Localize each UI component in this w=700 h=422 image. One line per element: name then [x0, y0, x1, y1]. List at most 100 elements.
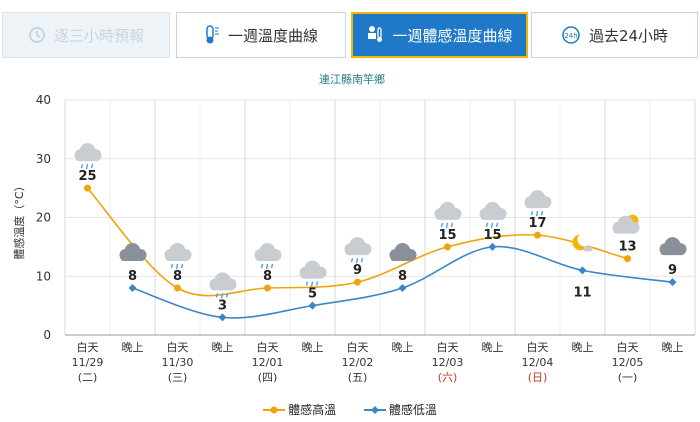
data-point-high — [354, 278, 361, 286]
x-tick-date: 12/04 — [522, 356, 554, 369]
chart-title: 連江縣南竿鄉 — [319, 72, 385, 86]
cloud-rain-icon — [74, 143, 102, 170]
legend-item-low[interactable]: 體感低溫 — [363, 401, 437, 418]
x-tick-period: 晚上 — [212, 341, 234, 354]
data-point-low — [308, 301, 317, 310]
cloud-rain-icon — [209, 272, 237, 299]
x-tick-period: 白天 — [257, 340, 279, 354]
cloud-rain-icon — [344, 237, 372, 264]
data-point-low — [578, 266, 587, 275]
data-point-high — [534, 231, 541, 239]
x-tick-period: 晚上 — [662, 341, 684, 354]
x-tick-period: 白天 — [437, 340, 459, 354]
x-tick-period: 晚上 — [302, 341, 324, 354]
x-tick-weekday: (五) — [348, 371, 368, 384]
x-tick-date: 12/02 — [342, 356, 374, 369]
cloud-rain-icon — [524, 190, 552, 217]
moon-cloud-icon — [572, 232, 593, 252]
feels-like-temperature-chart: 連江縣南竿鄉 體感溫度（°C） 0 10 20 30 40 25 8 8 3 8 5 9 8 15 15 1… — [12, 72, 696, 384]
x-tick-weekday: (一) — [618, 371, 638, 384]
tab-bar: 逐三小時預報 一週溫度曲線 一週體感溫度曲線 24h 過去24小時 — [0, 0, 700, 70]
x-tick-date: 12/01 — [252, 356, 284, 369]
y-tick-label: 40 — [36, 93, 51, 107]
data-label: 11 — [573, 285, 591, 300]
x-tick-weekday: (三) — [168, 371, 188, 384]
legend-item-high[interactable]: 體感高溫 — [263, 401, 336, 418]
x-tick-period: 晚上 — [392, 341, 414, 354]
data-labels: 25 8 8 3 8 5 9 8 15 15 17 11 13 9 — [78, 169, 677, 313]
x-tick-period: 白天 — [617, 340, 639, 354]
data-label: 8 — [128, 269, 137, 284]
cloud-icon — [389, 243, 417, 261]
cloud-icon — [119, 243, 147, 261]
y-axis-label: 體感溫度（°C） — [12, 180, 26, 259]
chart-legend: 體感高溫 體感低溫 — [0, 401, 700, 418]
x-tick-date: 11/30 — [162, 356, 194, 369]
legend-low-marker — [363, 405, 386, 414]
y-tick-label: 10 — [36, 269, 51, 283]
cloud-rain-icon — [254, 243, 282, 270]
chart-grid — [64, 99, 696, 336]
sun-cloud-icon — [612, 214, 640, 234]
data-point-low — [488, 242, 497, 251]
tab-label: 逐三小時預報 — [53, 26, 144, 45]
data-label: 8 — [398, 269, 407, 284]
feels-like-icon — [366, 25, 384, 45]
tab-label: 過去24小時 — [588, 26, 669, 45]
x-tick-date: 12/05 — [612, 356, 644, 369]
chart-points — [84, 184, 677, 322]
x-tick-date: 11/29 — [72, 356, 104, 369]
data-label: 15 — [438, 228, 456, 243]
data-point-low — [128, 284, 137, 292]
data-label: 9 — [353, 263, 362, 278]
x-axis-ticks: 白天 11/29 (二) 晚上 白天 11/30 (三) 晚上 白天 12/01 (四) 晚上 白天 12… — [72, 340, 684, 384]
data-point-low — [398, 284, 407, 292]
x-tick-weekday: (日) — [528, 371, 548, 384]
data-point-high — [174, 284, 181, 292]
data-label: 13 — [618, 240, 636, 255]
tab-weekly-feels-like[interactable]: 一週體感溫度曲線 — [351, 12, 528, 58]
data-label: 17 — [528, 216, 546, 231]
data-point-high — [84, 184, 91, 192]
tab-label: 一週溫度曲線 — [227, 26, 318, 45]
thermometer-icon — [204, 25, 220, 45]
y-tick-label: 0 — [43, 328, 51, 342]
data-point-high — [624, 255, 631, 263]
data-point-low — [668, 278, 677, 287]
weather-icons — [74, 143, 687, 299]
tab-weekly-temperature[interactable]: 一週溫度曲線 — [176, 12, 346, 58]
legend-high-marker — [263, 406, 286, 413]
data-point-high — [264, 284, 271, 292]
tab-3hour-forecast[interactable]: 逐三小時預報 — [2, 12, 170, 58]
data-label: 25 — [78, 169, 96, 184]
y-axis-ticks: 0 10 20 30 40 — [36, 93, 51, 342]
data-point-low — [218, 313, 227, 322]
cloud-rain-icon — [434, 201, 462, 229]
x-tick-period: 白天 — [77, 340, 99, 354]
x-tick-weekday: (二) — [78, 371, 98, 384]
tab-past-24h[interactable]: 24h 過去24小時 — [531, 12, 698, 58]
cloud-rain-icon — [299, 260, 327, 287]
x-tick-period: 白天 — [167, 340, 189, 354]
cloud-icon — [659, 237, 687, 256]
x-tick-date: 12/03 — [432, 356, 464, 369]
cloud-rain-icon — [164, 243, 192, 270]
data-label: 5 — [308, 287, 317, 302]
cloud-rain-icon — [479, 201, 507, 229]
svg-text:24h: 24h — [564, 32, 577, 40]
data-label: 9 — [668, 263, 677, 278]
x-tick-period: 晚上 — [122, 341, 144, 354]
x-tick-period: 晚上 — [482, 341, 504, 354]
data-label: 8 — [173, 269, 182, 284]
x-tick-period: 白天 — [527, 340, 549, 354]
tab-label: 一週體感溫度曲線 — [392, 26, 513, 45]
legend-low-label: 體感低溫 — [388, 403, 437, 417]
data-label: 8 — [263, 269, 272, 284]
y-tick-label: 30 — [36, 152, 51, 166]
x-tick-period: 晚上 — [572, 341, 594, 354]
data-point-high — [444, 243, 451, 251]
clock-icon — [28, 26, 46, 44]
y-tick-label: 20 — [36, 211, 51, 225]
data-label: 3 — [218, 298, 227, 313]
legend-high-label: 體感高溫 — [288, 403, 337, 417]
